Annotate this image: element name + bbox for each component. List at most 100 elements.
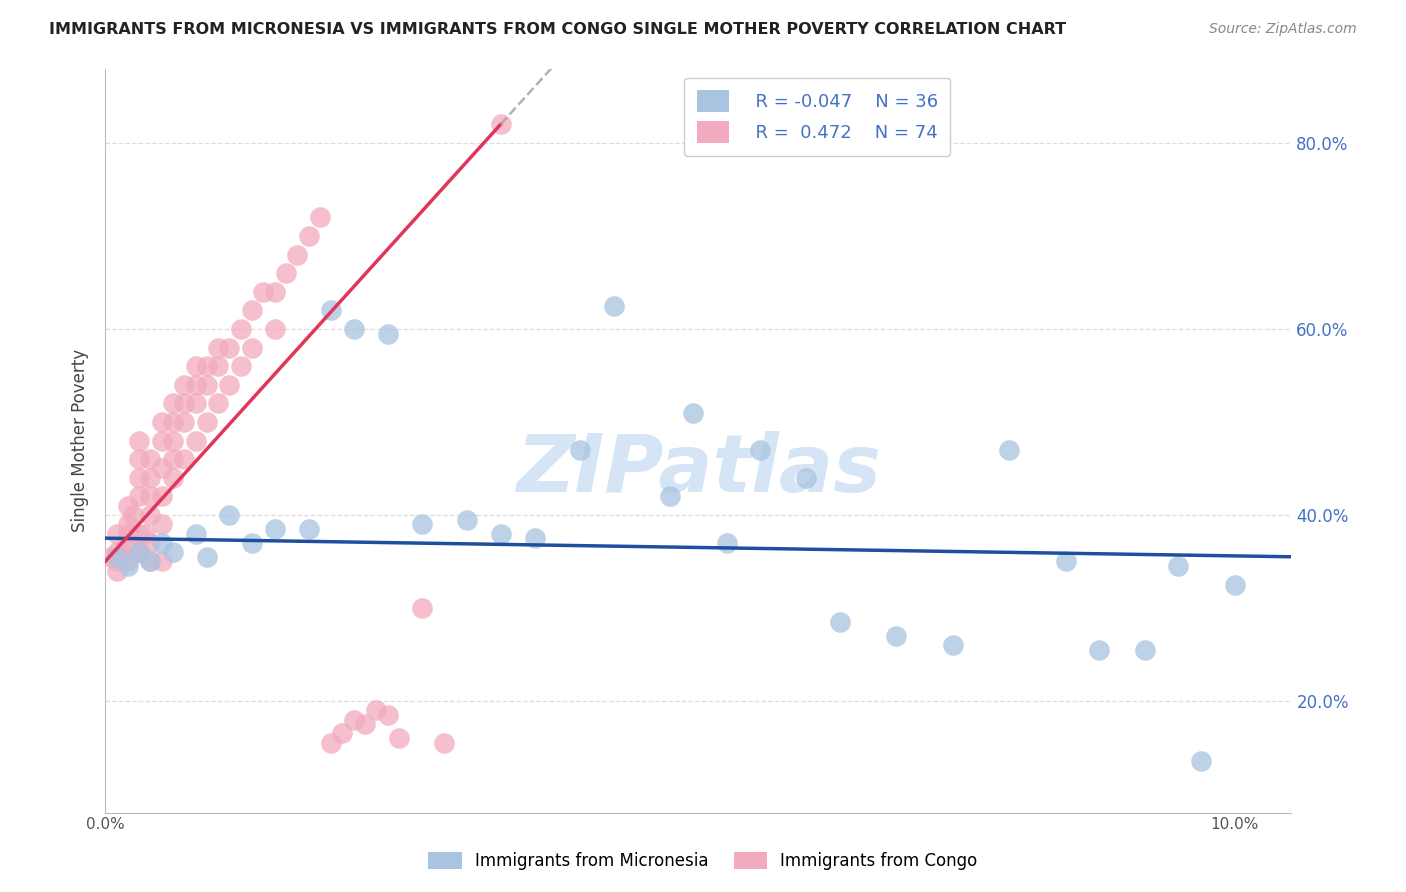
Point bbox=[433, 736, 456, 750]
Point bbox=[263, 285, 285, 299]
Point bbox=[263, 322, 285, 336]
Point bbox=[1189, 755, 1212, 769]
Point bbox=[150, 489, 173, 503]
Point bbox=[1133, 642, 1156, 657]
Point bbox=[150, 434, 173, 448]
Point bbox=[285, 247, 308, 261]
Point bbox=[162, 396, 184, 410]
Point bbox=[377, 707, 399, 722]
Point bbox=[218, 377, 240, 392]
Point bbox=[111, 545, 134, 559]
Point bbox=[252, 285, 274, 299]
Point bbox=[117, 559, 139, 574]
Point bbox=[184, 526, 207, 541]
Point bbox=[828, 615, 851, 629]
Point bbox=[122, 508, 145, 522]
Point bbox=[321, 303, 343, 318]
Point bbox=[128, 526, 150, 541]
Point bbox=[218, 508, 240, 522]
Point bbox=[388, 731, 411, 746]
Point bbox=[240, 303, 263, 318]
Point bbox=[309, 211, 332, 225]
Point bbox=[139, 489, 162, 503]
Point bbox=[489, 117, 512, 131]
Point bbox=[162, 434, 184, 448]
Point bbox=[240, 341, 263, 355]
Text: Source: ZipAtlas.com: Source: ZipAtlas.com bbox=[1209, 22, 1357, 37]
Point bbox=[240, 536, 263, 550]
Point bbox=[343, 713, 366, 727]
Point bbox=[207, 359, 229, 373]
Point bbox=[128, 545, 150, 559]
Point bbox=[682, 406, 704, 420]
Legend:   R = -0.047    N = 36,   R =  0.472    N = 74: R = -0.047 N = 36, R = 0.472 N = 74 bbox=[683, 78, 950, 156]
Point bbox=[128, 434, 150, 448]
Y-axis label: Single Mother Poverty: Single Mother Poverty bbox=[72, 349, 89, 533]
Text: IMMIGRANTS FROM MICRONESIA VS IMMIGRANTS FROM CONGO SINGLE MOTHER POVERTY CORREL: IMMIGRANTS FROM MICRONESIA VS IMMIGRANTS… bbox=[49, 22, 1066, 37]
Point bbox=[139, 554, 162, 568]
Point bbox=[134, 526, 156, 541]
Point bbox=[195, 377, 218, 392]
Point bbox=[128, 489, 150, 503]
Point bbox=[794, 471, 817, 485]
Point bbox=[941, 638, 963, 652]
Point bbox=[184, 434, 207, 448]
Point bbox=[128, 545, 150, 559]
Point bbox=[139, 452, 162, 467]
Point bbox=[139, 471, 162, 485]
Point bbox=[100, 549, 122, 564]
Point bbox=[456, 512, 478, 526]
Point bbox=[173, 452, 195, 467]
Point bbox=[184, 377, 207, 392]
Point bbox=[150, 517, 173, 532]
Point bbox=[184, 396, 207, 410]
Point bbox=[884, 629, 907, 643]
Text: ZIPatlas: ZIPatlas bbox=[516, 432, 880, 509]
Point bbox=[150, 415, 173, 429]
Point bbox=[105, 526, 128, 541]
Point bbox=[297, 228, 319, 243]
Point bbox=[117, 499, 139, 513]
Point bbox=[139, 536, 162, 550]
Point bbox=[128, 452, 150, 467]
Point bbox=[195, 359, 218, 373]
Point bbox=[274, 266, 297, 280]
Point bbox=[128, 471, 150, 485]
Point bbox=[749, 442, 772, 457]
Point bbox=[263, 522, 285, 536]
Point bbox=[1088, 642, 1111, 657]
Point bbox=[1167, 559, 1189, 574]
Point bbox=[173, 396, 195, 410]
Point bbox=[105, 545, 128, 559]
Point bbox=[117, 517, 139, 532]
Point bbox=[117, 526, 139, 541]
Point bbox=[150, 554, 173, 568]
Point bbox=[343, 322, 366, 336]
Point bbox=[162, 452, 184, 467]
Point bbox=[195, 415, 218, 429]
Point bbox=[117, 536, 139, 550]
Point bbox=[105, 554, 128, 568]
Point bbox=[366, 703, 388, 717]
Point bbox=[523, 531, 546, 545]
Point bbox=[321, 736, 343, 750]
Point bbox=[229, 322, 252, 336]
Point bbox=[195, 549, 218, 564]
Point bbox=[332, 726, 354, 740]
Point bbox=[659, 489, 682, 503]
Point bbox=[162, 545, 184, 559]
Point bbox=[117, 554, 139, 568]
Point bbox=[716, 536, 738, 550]
Legend: Immigrants from Micronesia, Immigrants from Congo: Immigrants from Micronesia, Immigrants f… bbox=[422, 845, 984, 877]
Point bbox=[150, 461, 173, 475]
Point bbox=[489, 526, 512, 541]
Point bbox=[128, 545, 150, 559]
Point bbox=[411, 601, 433, 615]
Point bbox=[354, 717, 377, 731]
Point bbox=[162, 471, 184, 485]
Point bbox=[998, 442, 1021, 457]
Point bbox=[229, 359, 252, 373]
Point bbox=[218, 341, 240, 355]
Point bbox=[105, 549, 128, 564]
Point bbox=[173, 377, 195, 392]
